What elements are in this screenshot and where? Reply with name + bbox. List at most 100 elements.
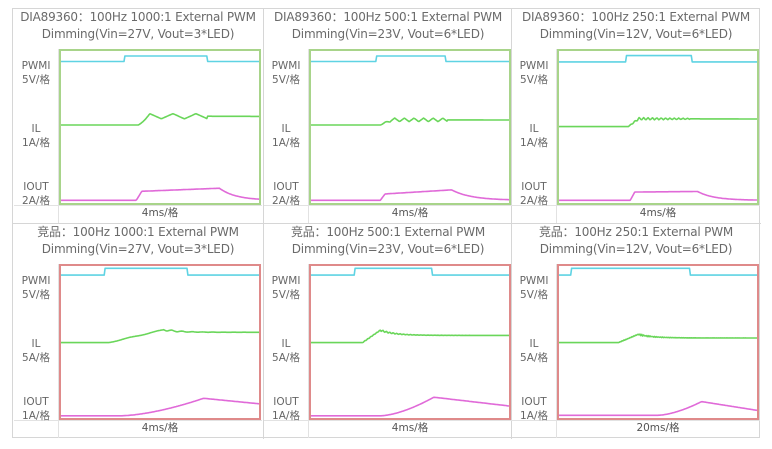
label-column-divider bbox=[556, 49, 557, 223]
channel-label: PWMI bbox=[21, 60, 51, 72]
waveform-il bbox=[61, 328, 259, 344]
waveform-pwmi bbox=[61, 267, 259, 276]
channel-scale: 5V/格 bbox=[272, 74, 300, 86]
panel-subtitle: Dimming(Vin=23V, Vout=6*LED) bbox=[291, 242, 485, 256]
channel-scale: 1A/格 bbox=[272, 137, 300, 149]
scope-panel: DIA89360：100Hz 250:1 External PWM Dimming… bbox=[512, 9, 760, 223]
waveform-plot bbox=[61, 267, 259, 417]
channel-label: PWMI bbox=[271, 60, 301, 72]
waveform-iout bbox=[61, 187, 259, 202]
scope-panel: 竞品：100Hz 250:1 External PWM Dimming(Vin=1… bbox=[512, 224, 760, 438]
time-per-division: 4ms/格 bbox=[639, 207, 677, 219]
channel-label: IL bbox=[529, 123, 539, 135]
waveform-plot bbox=[311, 267, 509, 417]
panel-subtitle: Dimming(Vin=27V, Vout=3*LED) bbox=[41, 242, 235, 256]
time-per-division: 20ms/格 bbox=[636, 422, 680, 434]
label-column-divider bbox=[308, 49, 309, 223]
channel-label: PWMI bbox=[519, 275, 549, 287]
panel-subtitle: Dimming(Vin=12V, Vout=6*LED) bbox=[539, 27, 733, 41]
panel-separator bbox=[263, 9, 264, 439]
channel-scale: 1A/格 bbox=[22, 410, 50, 422]
channel-label: IOUT bbox=[273, 396, 299, 408]
oscilloscope-comparison-grid: DIA89360：100Hz 1000:1 External PWM Dimmin… bbox=[12, 8, 761, 439]
channel-label: IL bbox=[31, 338, 41, 350]
waveform-pwmi bbox=[559, 267, 757, 276]
panel-title: DIA89360：100Hz 1000:1 External PWM bbox=[20, 10, 256, 24]
waveform-iout bbox=[559, 400, 757, 417]
waveform-il bbox=[61, 112, 259, 126]
waveform-plot bbox=[61, 55, 259, 202]
channel-scale: 1A/格 bbox=[520, 137, 548, 149]
channel-scale: 5V/格 bbox=[272, 289, 300, 301]
waveform-iout bbox=[311, 189, 509, 202]
waveform-plot bbox=[311, 55, 509, 202]
label-column-divider bbox=[556, 264, 557, 438]
channel-scale: 1A/格 bbox=[272, 410, 300, 422]
time-per-division: 4ms/格 bbox=[391, 207, 429, 219]
row-separator bbox=[13, 223, 761, 224]
channel-scale: 5V/格 bbox=[22, 289, 50, 301]
waveform-il bbox=[311, 329, 509, 344]
waveform-plot bbox=[559, 267, 757, 417]
time-axis-divider bbox=[14, 205, 262, 206]
waveform-pwmi bbox=[311, 267, 509, 276]
channel-scale: 2A/格 bbox=[22, 195, 50, 207]
scope-panel: 竞品：100Hz 500:1 External PWM Dimming(Vin=2… bbox=[264, 224, 512, 438]
channel-scale: 2A/格 bbox=[272, 195, 300, 207]
time-axis-divider bbox=[512, 205, 760, 206]
channel-label: IL bbox=[529, 338, 539, 350]
scope-screen bbox=[309, 264, 511, 420]
waveform-il bbox=[559, 116, 757, 128]
channel-label: IOUT bbox=[521, 181, 547, 193]
channel-scale: 1A/格 bbox=[520, 410, 548, 422]
panel-title: 竞品：100Hz 250:1 External PWM bbox=[538, 225, 734, 239]
time-axis-divider bbox=[14, 420, 262, 421]
channel-label: IOUT bbox=[521, 396, 547, 408]
channel-scale: 5V/格 bbox=[520, 74, 548, 86]
waveform-il bbox=[559, 333, 757, 344]
panel-subtitle: Dimming(Vin=23V, Vout=6*LED) bbox=[291, 27, 485, 41]
waveform-pwmi bbox=[311, 55, 509, 63]
time-per-division: 4ms/格 bbox=[391, 422, 429, 434]
waveform-iout bbox=[559, 190, 757, 202]
time-axis-divider bbox=[264, 420, 512, 421]
scope-panel: DIA89360：100Hz 500:1 External PWM Dimming… bbox=[264, 9, 512, 223]
panel-separator bbox=[511, 9, 512, 439]
channel-scale: 5A/格 bbox=[272, 352, 300, 364]
scope-panel: DIA89360：100Hz 1000:1 External PWM Dimmin… bbox=[14, 9, 262, 223]
channel-label: IOUT bbox=[23, 181, 49, 193]
time-axis-divider bbox=[264, 205, 512, 206]
channel-scale: 5A/格 bbox=[22, 352, 50, 364]
time-per-division: 4ms/格 bbox=[141, 422, 179, 434]
waveform-iout bbox=[61, 397, 259, 417]
panel-title: DIA89360：100Hz 250:1 External PWM bbox=[521, 10, 751, 24]
waveform-iout bbox=[311, 396, 509, 417]
channel-label: IOUT bbox=[23, 396, 49, 408]
channel-scale: 2A/格 bbox=[520, 195, 548, 207]
panel-subtitle: Dimming(Vin=27V, Vout=3*LED) bbox=[41, 27, 235, 41]
channel-label: IL bbox=[281, 338, 291, 350]
channel-scale: 1A/格 bbox=[22, 137, 50, 149]
channel-scale: 5A/格 bbox=[520, 352, 548, 364]
time-axis-divider bbox=[512, 420, 760, 421]
channel-label: PWMI bbox=[21, 275, 51, 287]
channel-scale: 5V/格 bbox=[520, 289, 548, 301]
scope-screen bbox=[557, 49, 759, 205]
channel-label: IL bbox=[31, 123, 41, 135]
panel-title: DIA89360：100Hz 500:1 External PWM bbox=[273, 10, 503, 24]
panel-subtitle: Dimming(Vin=12V, Vout=6*LED) bbox=[539, 242, 733, 256]
panel-title: 竞品：100Hz 1000:1 External PWM bbox=[37, 225, 239, 239]
channel-label: IL bbox=[281, 123, 291, 135]
waveform-plot bbox=[559, 54, 757, 202]
waveform-pwmi bbox=[61, 55, 259, 63]
time-per-division: 4ms/格 bbox=[141, 207, 179, 219]
scope-screen bbox=[309, 49, 511, 205]
channel-label: PWMI bbox=[519, 60, 549, 72]
label-column-divider bbox=[58, 264, 59, 438]
label-column-divider bbox=[308, 264, 309, 438]
waveform-il bbox=[311, 117, 509, 126]
scope-panel: 竞品：100Hz 1000:1 External PWM Dimming(Vin=… bbox=[14, 224, 262, 438]
waveform-pwmi bbox=[559, 54, 757, 63]
channel-scale: 5V/格 bbox=[22, 74, 50, 86]
scope-screen bbox=[557, 264, 759, 420]
